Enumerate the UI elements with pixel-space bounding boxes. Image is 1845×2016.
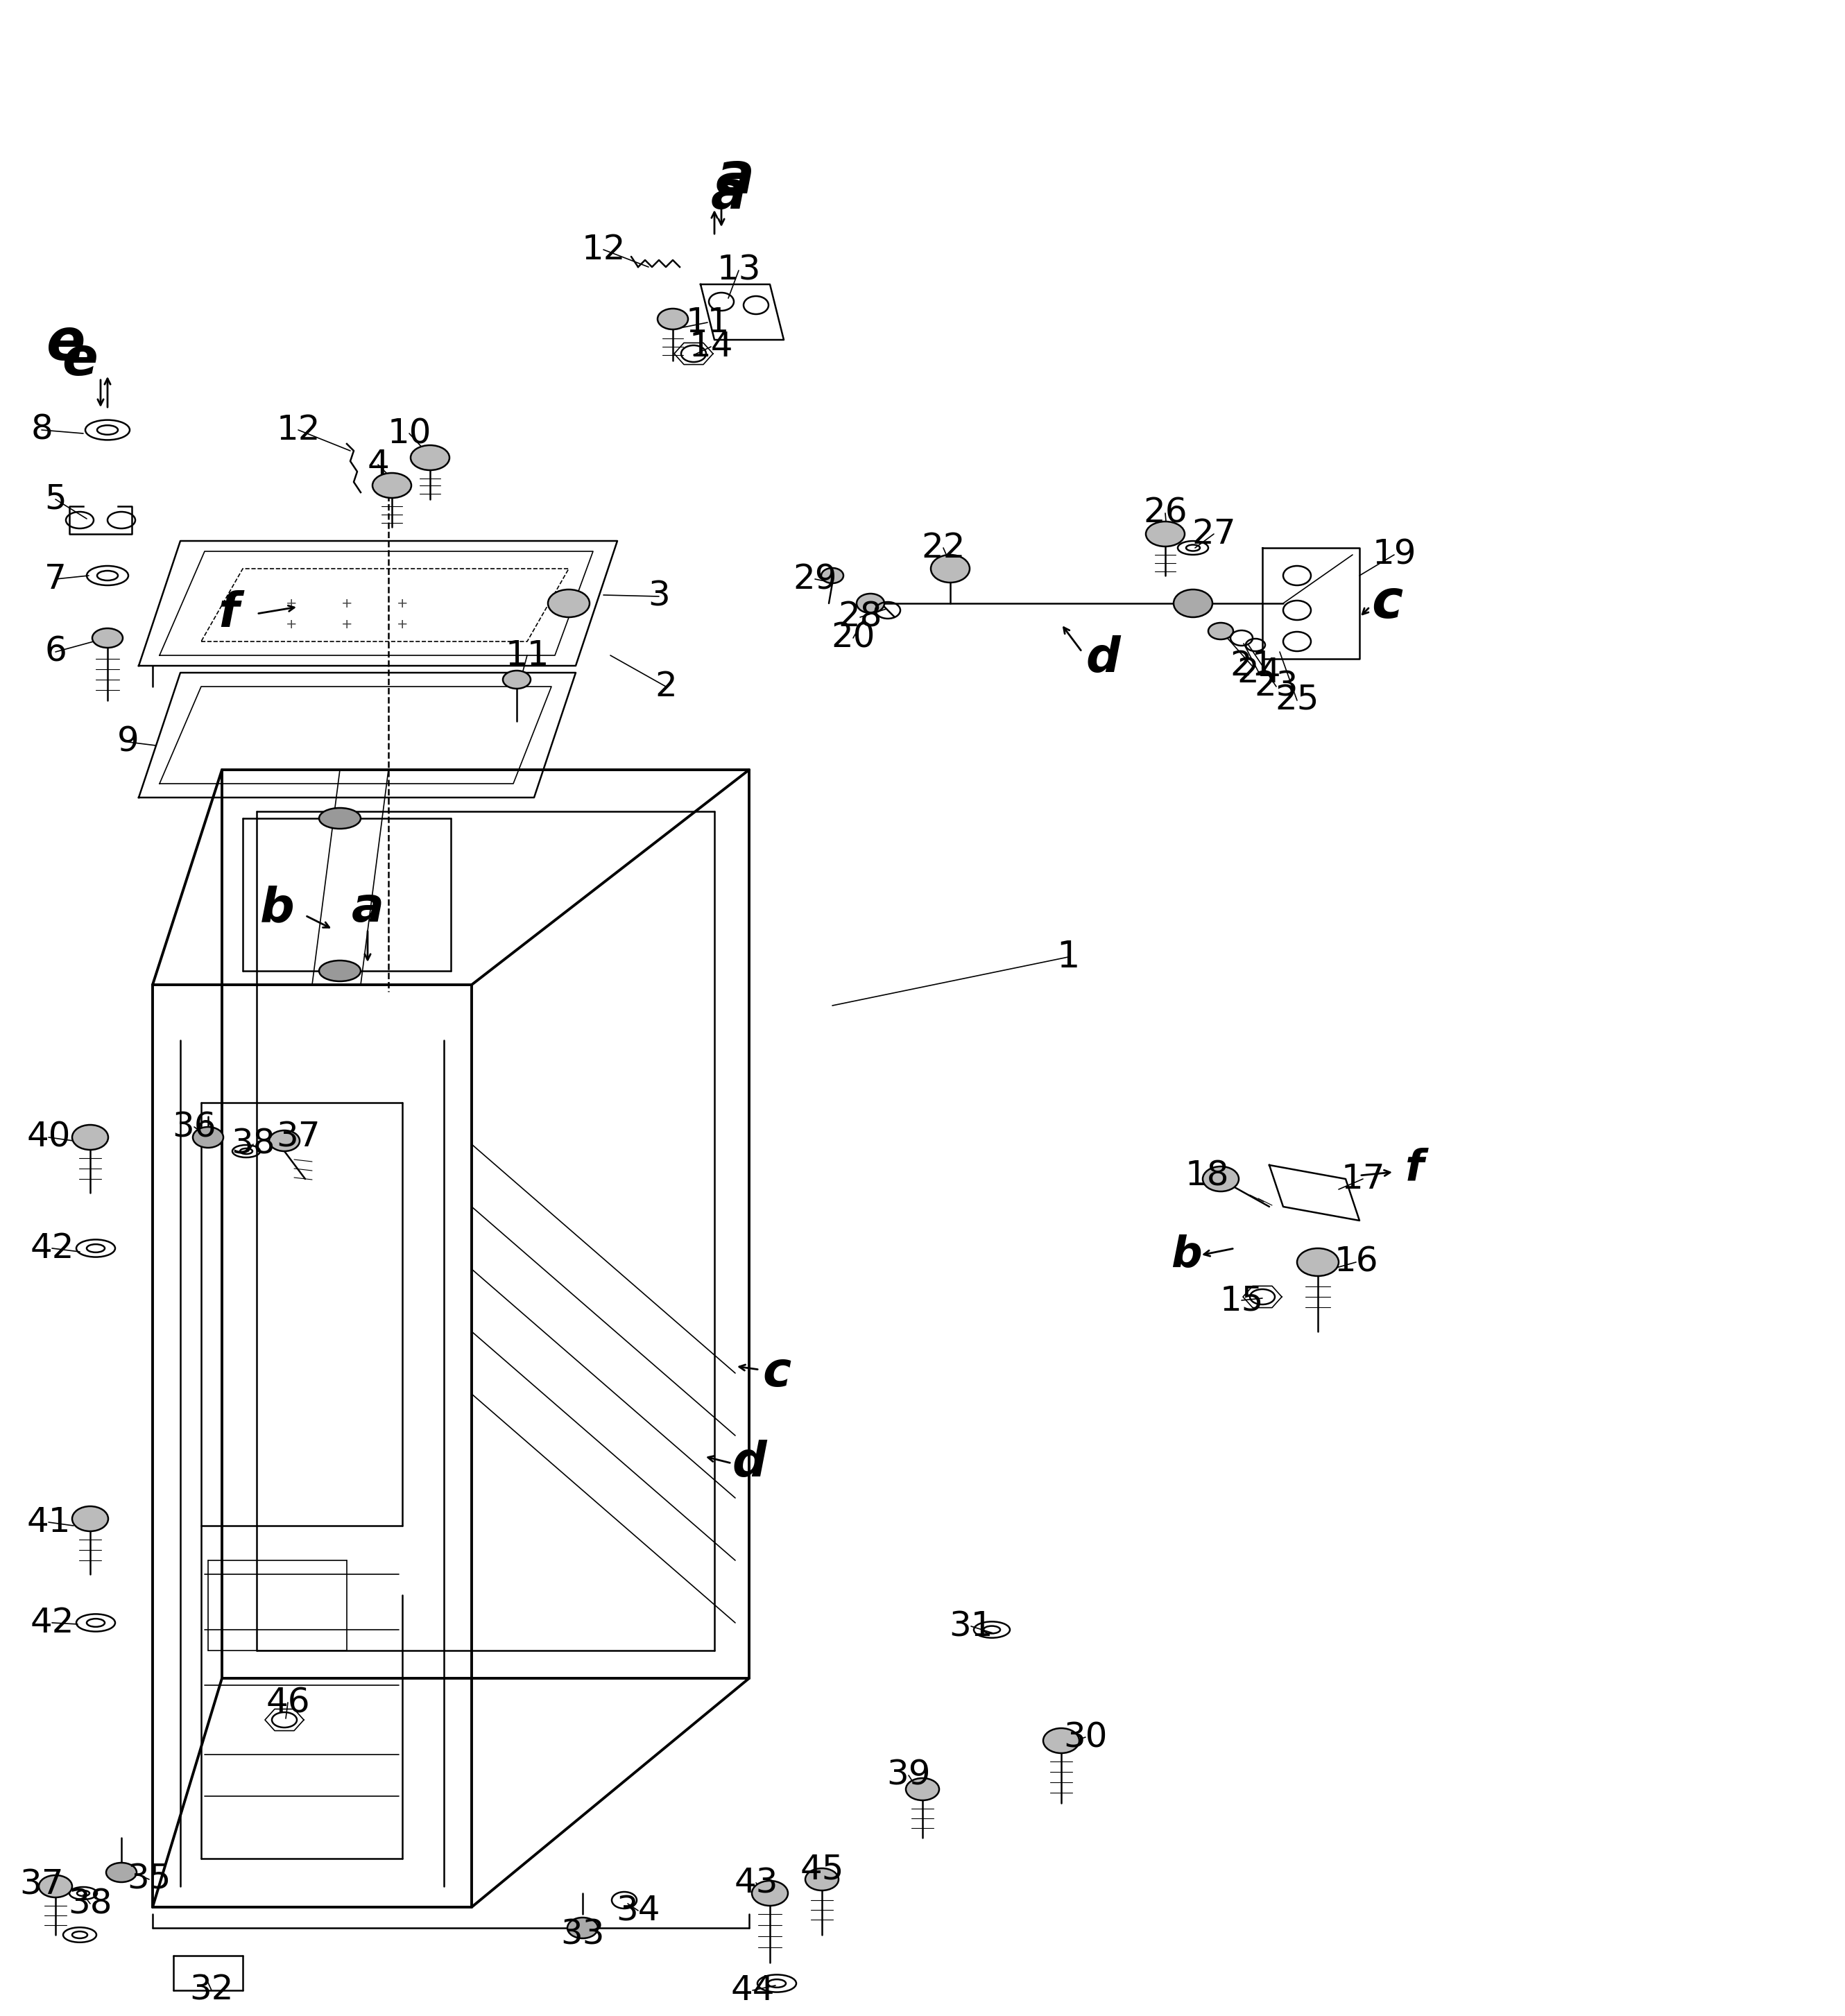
Text: 11: 11 (686, 306, 729, 339)
Ellipse shape (568, 1917, 598, 1937)
Ellipse shape (1042, 1728, 1079, 1754)
Text: a: a (710, 169, 745, 220)
Ellipse shape (548, 589, 590, 617)
Text: 21: 21 (1231, 649, 1275, 681)
Ellipse shape (319, 960, 360, 982)
Ellipse shape (194, 1127, 223, 1147)
Ellipse shape (906, 1778, 939, 1800)
Text: 16: 16 (1334, 1246, 1378, 1278)
Text: 37: 37 (20, 1869, 65, 1901)
Text: a: a (351, 885, 384, 931)
Text: 37: 37 (277, 1121, 321, 1153)
Ellipse shape (804, 1869, 839, 1891)
Ellipse shape (1146, 522, 1184, 546)
Text: e: e (63, 335, 98, 387)
Ellipse shape (39, 1875, 72, 1897)
Ellipse shape (373, 474, 411, 498)
Ellipse shape (1203, 1167, 1238, 1191)
Text: 38: 38 (68, 1887, 113, 1921)
Ellipse shape (107, 1863, 137, 1883)
Text: c: c (762, 1351, 792, 1397)
Text: 45: 45 (801, 1853, 843, 1885)
Ellipse shape (72, 1506, 109, 1532)
Text: a: a (716, 149, 755, 206)
Text: 8: 8 (31, 413, 54, 448)
Text: 26: 26 (1144, 496, 1188, 530)
Text: 42: 42 (30, 1232, 74, 1264)
Text: 33: 33 (561, 1917, 605, 1951)
Ellipse shape (1208, 623, 1232, 639)
Text: 3: 3 (648, 581, 670, 613)
Text: 24: 24 (1236, 655, 1280, 689)
Text: 18: 18 (1184, 1159, 1229, 1191)
Text: 35: 35 (127, 1863, 172, 1895)
Text: 38: 38 (231, 1127, 275, 1161)
Text: 32: 32 (190, 1974, 234, 2008)
Ellipse shape (72, 1125, 109, 1149)
Ellipse shape (319, 808, 360, 829)
Ellipse shape (753, 1881, 788, 1905)
Text: +: + (286, 617, 297, 631)
Text: 14: 14 (688, 331, 732, 363)
Text: 34: 34 (616, 1893, 661, 1927)
Text: 31: 31 (948, 1609, 993, 1643)
Text: 39: 39 (887, 1758, 930, 1792)
Text: +: + (286, 597, 297, 611)
Text: d: d (732, 1439, 766, 1486)
Text: 1: 1 (1057, 939, 1079, 976)
Text: 12: 12 (581, 234, 625, 266)
Text: 27: 27 (1192, 518, 1236, 550)
Text: 29: 29 (793, 562, 838, 595)
Ellipse shape (1173, 589, 1212, 617)
Text: c: c (1371, 579, 1402, 629)
Text: 28: 28 (838, 601, 882, 633)
Ellipse shape (92, 629, 124, 647)
Text: 43: 43 (734, 1867, 779, 1899)
Text: 30: 30 (1063, 1720, 1107, 1754)
Ellipse shape (932, 554, 970, 583)
Text: 5: 5 (44, 482, 66, 516)
Ellipse shape (1297, 1248, 1339, 1276)
Text: 46: 46 (266, 1685, 310, 1720)
Ellipse shape (269, 1131, 299, 1151)
Text: b: b (1170, 1234, 1201, 1276)
Text: 23: 23 (1255, 669, 1299, 704)
Ellipse shape (504, 671, 531, 689)
Ellipse shape (821, 569, 843, 583)
Text: 9: 9 (118, 726, 140, 758)
Text: 11: 11 (506, 639, 550, 671)
Text: 42: 42 (30, 1607, 74, 1639)
Text: +: + (397, 617, 408, 631)
Text: b: b (260, 885, 295, 931)
Text: 25: 25 (1275, 683, 1319, 718)
Text: 12: 12 (277, 413, 321, 448)
Text: e: e (46, 314, 85, 371)
Text: 4: 4 (367, 448, 389, 482)
Ellipse shape (411, 446, 450, 470)
Text: 2: 2 (655, 669, 677, 704)
Text: 19: 19 (1373, 538, 1417, 571)
Text: +: + (341, 617, 352, 631)
Text: 22: 22 (921, 532, 965, 564)
Text: 41: 41 (26, 1506, 70, 1538)
Text: 6: 6 (44, 635, 66, 669)
Text: 44: 44 (731, 1974, 775, 2008)
Text: 20: 20 (830, 621, 875, 655)
Ellipse shape (657, 308, 688, 329)
Text: 17: 17 (1341, 1163, 1386, 1195)
Text: 36: 36 (172, 1111, 216, 1143)
Text: f: f (218, 591, 240, 637)
Text: 7: 7 (44, 562, 66, 595)
Text: d: d (1085, 635, 1120, 681)
Text: 40: 40 (26, 1121, 70, 1153)
Text: 13: 13 (716, 254, 760, 286)
Text: +: + (341, 597, 352, 611)
Text: 10: 10 (387, 417, 432, 450)
Ellipse shape (856, 593, 884, 613)
Text: f: f (1406, 1147, 1424, 1189)
Text: +: + (397, 597, 408, 611)
Text: 15: 15 (1220, 1284, 1264, 1316)
